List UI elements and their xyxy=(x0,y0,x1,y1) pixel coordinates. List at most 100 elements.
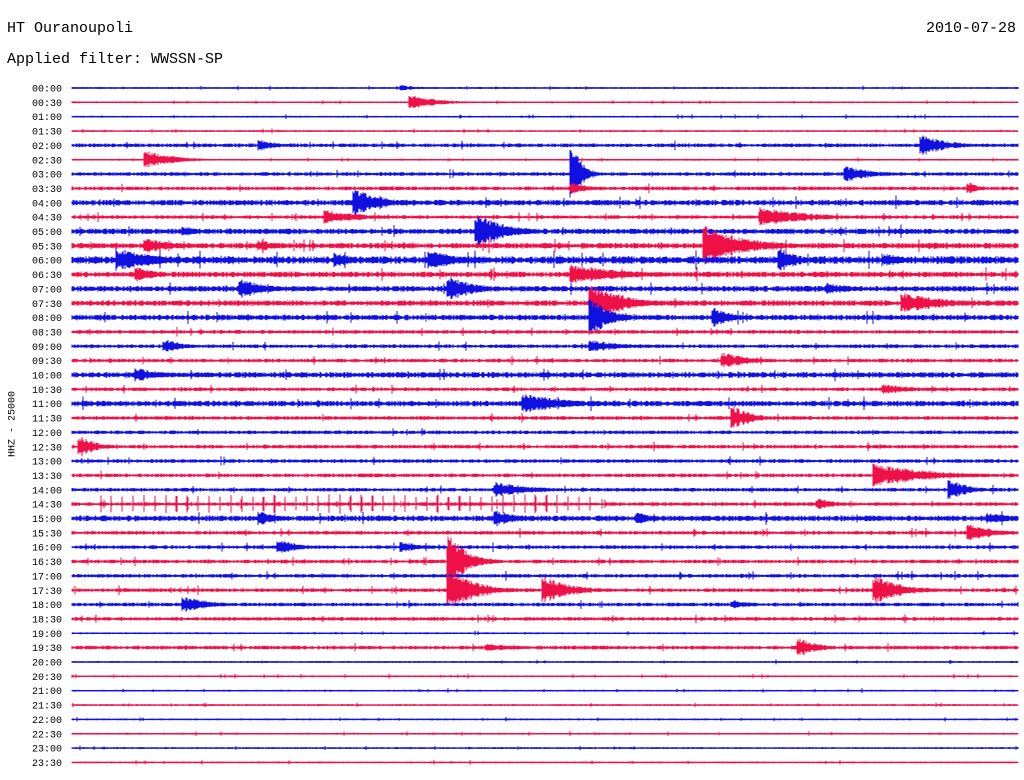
trace-1500 xyxy=(71,510,1019,527)
row-label-2200: 22:00 xyxy=(32,716,62,727)
row-label-1300: 13:00 xyxy=(32,458,62,469)
trace-1900 xyxy=(71,630,1019,636)
trace-0100 xyxy=(71,114,1019,120)
row-label-0030: 00:30 xyxy=(32,99,62,110)
row-label-0730: 07:30 xyxy=(32,300,62,311)
row-label-1000: 10:00 xyxy=(32,372,62,383)
row-label-1830: 18:30 xyxy=(32,615,62,626)
trace-2100 xyxy=(71,688,1019,693)
row-label-0200: 02:00 xyxy=(32,142,62,153)
trace-2000 xyxy=(71,659,1019,665)
row-label-0130: 01:30 xyxy=(32,128,62,139)
trace-2300 xyxy=(71,745,1019,751)
row-label-0600: 06:00 xyxy=(32,257,62,268)
filter-label: Applied filter: WWSSN-SP xyxy=(7,51,224,68)
row-label-1500: 15:00 xyxy=(32,515,62,526)
trace-0800 xyxy=(71,298,1019,335)
row-label-1430: 14:30 xyxy=(32,501,62,512)
row-label-0430: 04:30 xyxy=(32,214,62,225)
row-label-1230: 12:30 xyxy=(32,443,62,454)
row-label-0100: 01:00 xyxy=(32,113,62,124)
row-label-2330: 23:30 xyxy=(32,759,62,770)
row-label-1800: 18:00 xyxy=(32,601,62,612)
row-label-1030: 10:30 xyxy=(32,386,62,397)
trace-1830 xyxy=(71,614,1019,624)
trace-1300 xyxy=(71,456,1019,466)
row-label-0700: 07:00 xyxy=(32,285,62,296)
row-label-1330: 13:30 xyxy=(32,472,62,483)
trace-1400 xyxy=(71,480,1019,499)
row-label-0500: 05:00 xyxy=(32,228,62,239)
row-label-0300: 03:00 xyxy=(32,171,62,182)
trace-1930 xyxy=(71,638,1019,656)
trace-1000 xyxy=(71,368,1019,382)
trace-1430 xyxy=(71,494,1019,514)
row-label-1200: 12:00 xyxy=(32,429,62,440)
trace-0830 xyxy=(71,327,1019,337)
row-label-0230: 02:30 xyxy=(32,156,62,167)
trace-1100 xyxy=(71,394,1019,412)
trace-0030 xyxy=(71,96,1019,108)
row-label-1730: 17:30 xyxy=(32,587,62,598)
trace-2230 xyxy=(71,731,1019,736)
row-label-0330: 03:30 xyxy=(32,185,62,196)
row-label-2230: 22:30 xyxy=(32,730,62,741)
trace-1230 xyxy=(71,437,1019,457)
trace-1700 xyxy=(71,570,1019,581)
trace-0330 xyxy=(71,182,1019,194)
row-label-1600: 16:00 xyxy=(32,544,62,555)
row-label-0400: 04:00 xyxy=(32,199,62,210)
trace-0130 xyxy=(71,128,1019,134)
row-label-0930: 09:30 xyxy=(32,357,62,368)
trace-0300 xyxy=(71,150,1019,198)
trace-0600 xyxy=(71,248,1019,271)
trace-1030 xyxy=(71,384,1019,394)
row-label-0800: 08:00 xyxy=(32,314,62,325)
row-label-0530: 05:30 xyxy=(32,242,62,253)
trace-0400 xyxy=(71,190,1019,215)
row-label-2100: 21:00 xyxy=(32,687,62,698)
trace-2030 xyxy=(71,673,1019,679)
trace-1530 xyxy=(71,524,1019,540)
traces xyxy=(71,85,1019,765)
row-label-0830: 08:30 xyxy=(32,328,62,339)
trace-0730 xyxy=(71,286,1019,320)
row-label-1130: 11:30 xyxy=(32,415,62,426)
row-label-2030: 20:30 xyxy=(32,673,62,684)
row-label-1100: 11:00 xyxy=(32,400,62,411)
trace-1130 xyxy=(71,406,1019,428)
trace-0930 xyxy=(71,352,1019,367)
trace-0900 xyxy=(71,339,1019,352)
trace-2130 xyxy=(71,702,1019,708)
trace-2330 xyxy=(71,760,1019,765)
trace-0630 xyxy=(71,264,1019,283)
trace-1330 xyxy=(71,463,1019,487)
row-label-2300: 23:00 xyxy=(32,745,62,756)
trace-0230 xyxy=(71,151,1019,168)
trace-0530 xyxy=(71,225,1019,265)
row-label-1700: 17:00 xyxy=(32,572,62,583)
row-label-0630: 06:30 xyxy=(32,271,62,282)
station-title: HT Ouranoupoli xyxy=(7,20,134,37)
row-label-0900: 09:00 xyxy=(32,343,62,354)
row-label-2000: 20:00 xyxy=(32,659,62,670)
row-label-1530: 15:30 xyxy=(32,529,62,540)
trace-0700 xyxy=(71,277,1019,300)
y-axis-label: HHZ - 25000 xyxy=(7,390,19,458)
row-label-1900: 19:00 xyxy=(32,630,62,641)
row-label-2130: 21:30 xyxy=(32,702,62,713)
trace-0500 xyxy=(71,216,1019,247)
row-label-1930: 19:30 xyxy=(32,644,62,655)
trace-0000 xyxy=(71,85,1019,91)
trace-1200 xyxy=(71,428,1019,436)
trace-2200 xyxy=(71,717,1019,722)
trace-1800 xyxy=(71,597,1019,612)
trace-0200 xyxy=(71,135,1019,155)
trace-1630 xyxy=(71,536,1019,584)
row-label-1400: 14:00 xyxy=(32,486,62,497)
trace-1730 xyxy=(71,573,1019,607)
trace-0430 xyxy=(71,207,1019,226)
row-labels: 00:00 00:30 01:00 01:30 02:00 02:30 03:00 03:30… xyxy=(32,85,62,770)
record-date: 2010-07-28 xyxy=(925,20,1016,37)
